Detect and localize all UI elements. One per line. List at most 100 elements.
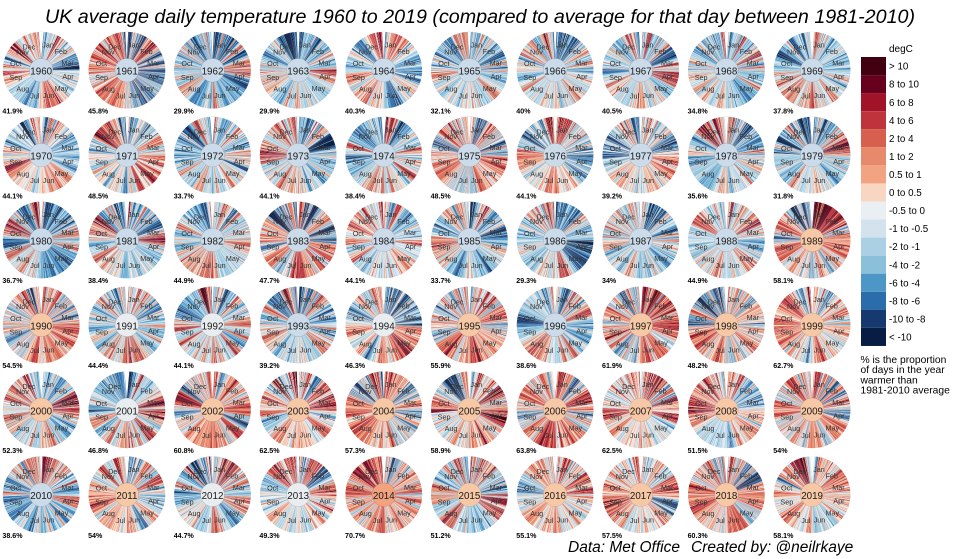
svg-text:1964: 1964	[373, 67, 395, 78]
svg-text:-2 to -1: -2 to -1	[889, 242, 920, 253]
svg-text:44.1%: 44.1%	[2, 192, 23, 200]
svg-text:1996: 1996	[544, 321, 566, 332]
svg-text:57.5%: 57.5%	[602, 532, 623, 540]
svg-text:34%: 34%	[602, 277, 617, 285]
svg-text:48.5%: 48.5%	[88, 192, 109, 200]
svg-text:36.7%: 36.7%	[2, 277, 23, 285]
svg-text:2005: 2005	[459, 406, 481, 417]
svg-text:45.8%: 45.8%	[88, 107, 109, 115]
svg-text:46.3%: 46.3%	[345, 362, 366, 370]
svg-text:62.7%: 62.7%	[773, 362, 794, 370]
svg-text:4 to 6: 4 to 6	[889, 116, 914, 127]
svg-text:29.3%: 29.3%	[516, 277, 537, 285]
svg-text:40.5%: 40.5%	[602, 107, 623, 115]
svg-text:2 to 4: 2 to 4	[889, 134, 914, 145]
svg-text:44.1%: 44.1%	[174, 362, 195, 370]
svg-text:1979: 1979	[801, 152, 823, 163]
svg-text:1985: 1985	[459, 237, 481, 248]
svg-text:2007: 2007	[630, 406, 652, 417]
svg-text:1966: 1966	[544, 67, 566, 78]
svg-text:54%: 54%	[773, 447, 788, 455]
svg-text:2011: 2011	[116, 491, 137, 502]
svg-text:2012: 2012	[202, 491, 224, 502]
svg-text:62.5%: 62.5%	[602, 447, 623, 455]
svg-text:1983: 1983	[287, 237, 309, 248]
svg-text:47.7%: 47.7%	[259, 277, 280, 285]
svg-text:0 to 0.5: 0 to 0.5	[889, 188, 922, 199]
svg-text:1994: 1994	[373, 321, 395, 332]
svg-text:1995: 1995	[459, 321, 481, 332]
svg-text:1973: 1973	[287, 152, 309, 163]
svg-text:51.2%: 51.2%	[431, 532, 452, 540]
svg-text:1972: 1972	[202, 152, 224, 163]
svg-text:55.9%: 55.9%	[431, 362, 452, 370]
svg-text:1974: 1974	[373, 152, 395, 163]
svg-text:44.9%: 44.9%	[688, 277, 709, 285]
svg-text:of days in the year: of days in the year	[861, 365, 946, 376]
svg-text:1 to 2: 1 to 2	[889, 152, 914, 163]
svg-text:Data: Met Office: Data: Met Office	[568, 539, 680, 556]
svg-text:44.7%: 44.7%	[174, 532, 195, 540]
svg-text:6 to 8: 6 to 8	[889, 98, 914, 109]
svg-text:2015: 2015	[459, 491, 481, 502]
svg-text:1988: 1988	[716, 237, 738, 248]
svg-text:1984: 1984	[373, 237, 395, 248]
svg-text:33.7%: 33.7%	[431, 277, 452, 285]
svg-text:2009: 2009	[801, 406, 823, 417]
svg-text:58.1%: 58.1%	[773, 532, 794, 540]
svg-text:70.7%: 70.7%	[345, 532, 366, 540]
svg-text:54%: 54%	[88, 532, 103, 540]
svg-text:58.9%: 58.9%	[431, 447, 452, 455]
svg-text:warmer than: warmer than	[860, 375, 918, 386]
svg-text:1962: 1962	[202, 67, 224, 78]
svg-text:1976: 1976	[544, 152, 566, 163]
svg-text:1961: 1961	[116, 67, 138, 78]
svg-text:46.8%: 46.8%	[88, 447, 109, 455]
svg-text:1963: 1963	[287, 67, 309, 78]
svg-text:52.3%: 52.3%	[2, 447, 23, 455]
svg-text:2018: 2018	[716, 491, 738, 502]
svg-text:44.4%: 44.4%	[88, 362, 109, 370]
svg-text:54.5%: 54.5%	[2, 362, 23, 370]
svg-text:1978: 1978	[716, 152, 738, 163]
svg-text:2008: 2008	[716, 406, 738, 417]
svg-text:< -10: < -10	[889, 333, 912, 344]
svg-text:38.6%: 38.6%	[516, 362, 537, 370]
svg-text:2017: 2017	[630, 491, 652, 502]
svg-text:49.3%: 49.3%	[259, 532, 280, 540]
svg-text:38.6%: 38.6%	[2, 532, 23, 540]
svg-text:1981: 1981	[116, 237, 138, 248]
svg-text:29.9%: 29.9%	[174, 107, 195, 115]
svg-text:37.8%: 37.8%	[773, 107, 794, 115]
svg-text:2002: 2002	[202, 406, 224, 417]
svg-text:1977: 1977	[630, 152, 652, 163]
svg-text:% is the proportion: % is the proportion	[861, 355, 947, 366]
svg-text:1967: 1967	[630, 67, 652, 78]
svg-text:1981-2010 average: 1981-2010 average	[861, 386, 951, 397]
svg-text:1982: 1982	[202, 237, 224, 248]
svg-text:UK average daily temperature 1: UK average daily temperature 1960 to 201…	[45, 6, 915, 28]
svg-text:57.3%: 57.3%	[345, 447, 366, 455]
svg-text:62.5%: 62.5%	[259, 447, 280, 455]
svg-text:1980: 1980	[30, 237, 52, 248]
svg-text:1965: 1965	[459, 67, 481, 78]
svg-text:41.9%: 41.9%	[2, 107, 23, 115]
svg-text:40%: 40%	[516, 107, 531, 115]
svg-text:63.8%: 63.8%	[516, 447, 537, 455]
svg-text:1991: 1991	[116, 321, 138, 332]
svg-text:60.3%: 60.3%	[688, 532, 709, 540]
svg-text:61.9%: 61.9%	[602, 362, 623, 370]
svg-text:1975: 1975	[459, 152, 481, 163]
svg-text:33.7%: 33.7%	[174, 192, 195, 200]
svg-text:34.8%: 34.8%	[688, 107, 709, 115]
svg-text:Created by: @neilrkaye: Created by: @neilrkaye	[691, 539, 854, 556]
svg-text:39.2%: 39.2%	[602, 192, 623, 200]
svg-text:1993: 1993	[287, 321, 309, 332]
svg-text:1960: 1960	[30, 67, 52, 78]
svg-text:1987: 1987	[630, 237, 652, 248]
svg-text:31.8%: 31.8%	[773, 192, 794, 200]
svg-text:39.2%: 39.2%	[259, 362, 280, 370]
svg-text:35.6%: 35.6%	[688, 192, 709, 200]
svg-text:32.1%: 32.1%	[431, 107, 452, 115]
svg-text:1969: 1969	[801, 67, 823, 78]
